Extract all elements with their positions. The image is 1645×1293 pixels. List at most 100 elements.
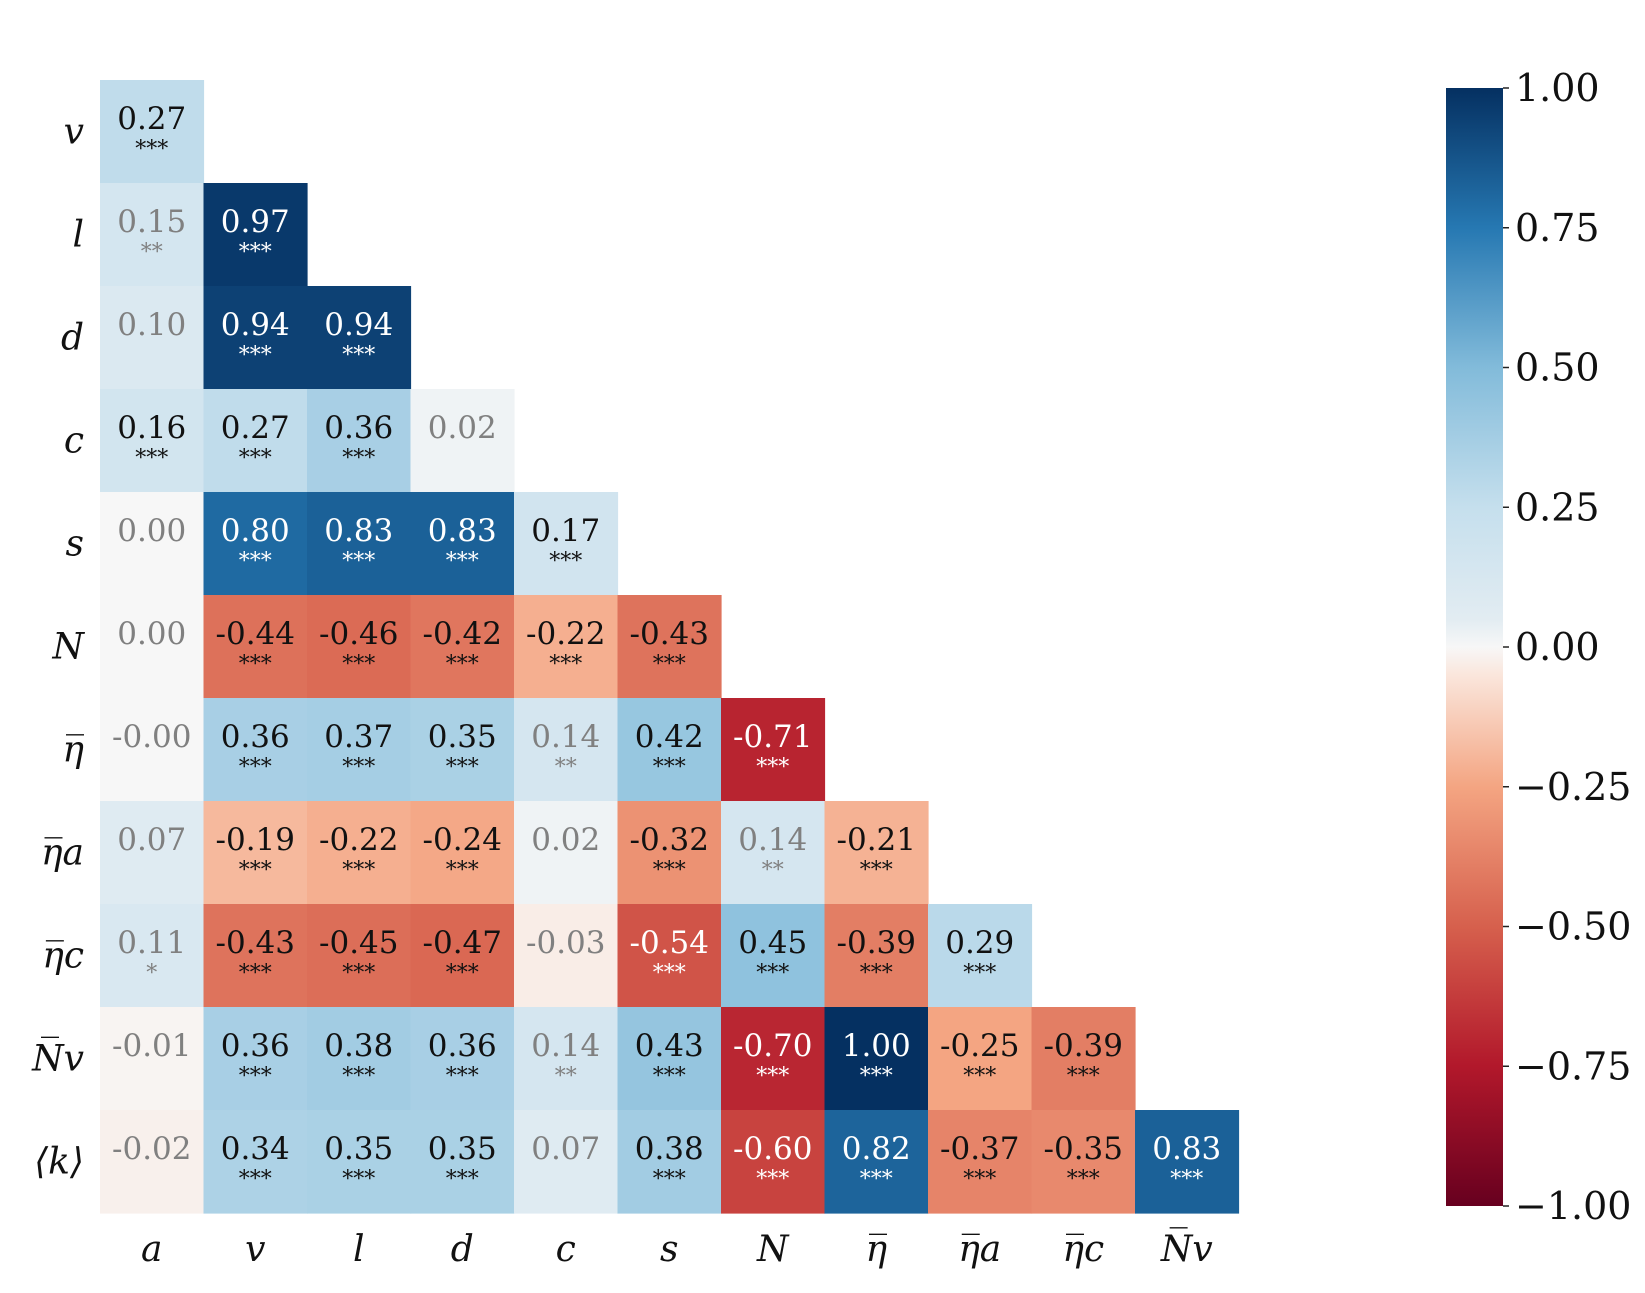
colorbar-gradient: [1446, 88, 1503, 1206]
heatmap-cell: [824, 904, 929, 1008]
cell-value: 0.27: [221, 410, 290, 446]
colorbar-tick-label: −0.25: [1515, 765, 1631, 809]
cell-value: -0.43: [630, 616, 710, 652]
cell-significance: ***: [963, 1064, 996, 1089]
cell-significance: **: [141, 240, 163, 265]
cell-significance: ***: [446, 961, 479, 986]
heatmap-cell: [617, 904, 722, 1008]
cell-value: -0.70: [733, 1028, 813, 1064]
heatmap-cell: [203, 183, 308, 287]
cell-significance: ***: [653, 1064, 686, 1089]
cell-significance: *: [146, 961, 157, 986]
cell-significance: ***: [342, 343, 375, 368]
cell-value: -0.00: [112, 719, 192, 755]
column-label: η̅c: [1062, 1229, 1104, 1270]
cell-significance: ***: [860, 1064, 893, 1089]
cell-value: 0.35: [428, 1131, 497, 1167]
cell-significance: **: [762, 858, 784, 883]
colorbar-tick-label: −1.00: [1515, 1184, 1631, 1228]
cell-significance: ***: [756, 961, 789, 986]
cell-value: -0.43: [216, 925, 296, 961]
cell-value: -0.35: [1044, 1131, 1124, 1167]
heatmap-cell: [721, 1110, 826, 1214]
heatmap-cell: [203, 801, 308, 905]
cell-value: 0.14: [738, 822, 807, 858]
colorbar-tick-label: 0.25: [1515, 485, 1600, 529]
heatmap-cell: [307, 492, 412, 596]
cell-significance: ***: [239, 343, 272, 368]
cell-value: 0.45: [738, 925, 807, 961]
heatmap-cell: [307, 801, 412, 905]
cell-significance: ***: [239, 961, 272, 986]
cell-significance: ***: [1170, 1167, 1203, 1192]
row-label: η̅c: [42, 936, 84, 977]
cell-significance: ***: [135, 137, 168, 162]
cell-significance: ***: [342, 549, 375, 574]
cell-value: 0.38: [324, 1028, 393, 1064]
colorbar-tick-label: 0.00: [1515, 625, 1600, 669]
cell-value: -0.02: [112, 1131, 192, 1167]
cell-value: -0.42: [423, 616, 503, 652]
cell-significance: ***: [756, 755, 789, 780]
cell-significance: **: [555, 1064, 577, 1089]
row-label: c: [64, 421, 84, 462]
cell-value: -0.22: [526, 616, 606, 652]
heatmap-cell: [410, 492, 515, 596]
cell-value: 0.35: [324, 1131, 393, 1167]
heatmap-cell: [307, 904, 412, 1008]
colorbar-tick-label: 0.50: [1515, 346, 1600, 390]
heatmap-cell: [617, 595, 722, 699]
cell-significance: ***: [446, 858, 479, 883]
cell-significance: **: [555, 755, 577, 780]
cell-significance: ***: [860, 961, 893, 986]
cell-value: 0.34: [221, 1131, 290, 1167]
heatmap-cell: [100, 286, 205, 390]
cell-value: 0.80: [221, 513, 290, 549]
cell-value: 0.16: [117, 410, 186, 446]
heatmap-cell: [928, 1110, 1033, 1214]
cell-significance: ***: [342, 1167, 375, 1192]
heatmap-cell: [1031, 1110, 1136, 1214]
heatmap-cell: [203, 904, 308, 1008]
cell-value: -0.21: [837, 822, 917, 858]
cell-value: 0.17: [531, 513, 600, 549]
cell-value: -0.01: [112, 1028, 192, 1064]
cell-value: 0.36: [428, 1028, 497, 1064]
heatmap-cell: [617, 1007, 722, 1111]
heatmap-cell: [307, 595, 412, 699]
column-label: d: [451, 1229, 474, 1270]
heatmap-cell: [100, 904, 205, 1008]
cell-significance: ***: [446, 652, 479, 677]
cell-significance: ***: [963, 1167, 996, 1192]
heatmap-cell: [721, 1007, 826, 1111]
heatmap-cell: [203, 492, 308, 596]
cell-significance: ***: [342, 755, 375, 780]
cell-value: 0.00: [117, 616, 186, 652]
heatmap-cell: [203, 698, 308, 802]
heatmap-cell: [100, 1007, 205, 1111]
heatmap-cell: [100, 389, 205, 493]
cell-value: 0.36: [221, 719, 290, 755]
heatmap-cell: [824, 1110, 929, 1214]
column-label: a: [141, 1229, 162, 1270]
heatmap-cell: [307, 1110, 412, 1214]
cell-significance: ***: [342, 1064, 375, 1089]
cell-significance: ***: [653, 1167, 686, 1192]
cell-significance: ***: [239, 549, 272, 574]
heatmap-cell: [410, 1007, 515, 1111]
cell-value: 0.36: [221, 1028, 290, 1064]
column-label: l: [353, 1229, 365, 1270]
cell-significance: ***: [446, 1167, 479, 1192]
heatmap-cell: [721, 904, 826, 1008]
cell-value: 0.11: [117, 925, 186, 961]
row-label: η̅a: [41, 833, 84, 874]
row-label: l: [72, 215, 84, 256]
column-label: η̅: [865, 1229, 887, 1270]
cell-value: 0.38: [635, 1131, 704, 1167]
heatmap-cell: [824, 1007, 929, 1111]
row-labels: v l d c s Nη̅ η̅a η̅c N̅v ⟨k⟩: [31, 112, 85, 1183]
heatmap-cell: [514, 698, 619, 802]
cell-significance: ***: [342, 961, 375, 986]
cell-significance: ***: [549, 549, 582, 574]
